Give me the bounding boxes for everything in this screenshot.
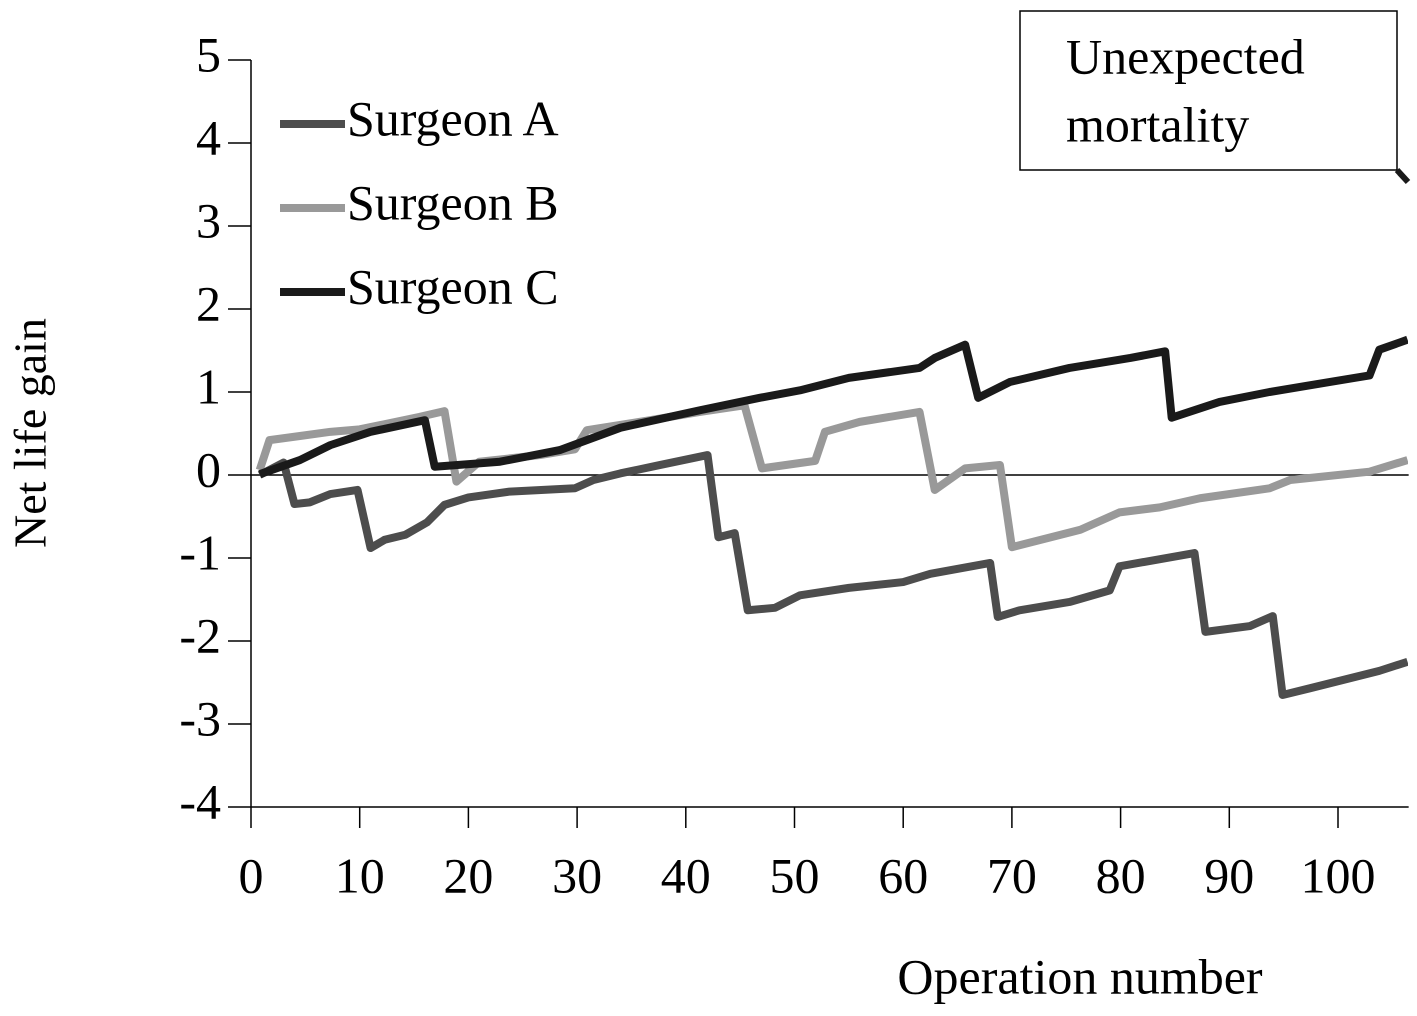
annotation-text: Unexpected	[1066, 28, 1305, 84]
legend-label: Surgeon A	[347, 90, 559, 146]
y-tick-label: 0	[196, 441, 221, 497]
y-tick-label: 4	[196, 109, 221, 165]
x-tick-label: 90	[1204, 847, 1254, 903]
legend-label: Surgeon B	[347, 174, 559, 230]
x-tick-label: 0	[239, 847, 264, 903]
y-tick-label: -2	[179, 607, 221, 663]
x-tick-label: 80	[1096, 847, 1146, 903]
y-tick-label: 3	[196, 192, 221, 248]
series-line	[257, 451, 1408, 699]
annotation-box	[1019, 10, 1398, 171]
series-line	[258, 335, 1408, 478]
y-tick-label: -3	[179, 690, 221, 746]
y-tick-label: -4	[179, 773, 221, 829]
annotation-text: mortality	[1066, 96, 1249, 152]
series-line	[255, 401, 1408, 552]
x-tick-label: 60	[878, 847, 928, 903]
x-tick-label: 10	[335, 847, 385, 903]
y-tick-label: 5	[196, 26, 221, 82]
x-tick-label: 30	[552, 847, 602, 903]
y-tick-label: 1	[196, 358, 221, 414]
x-tick-label: 20	[443, 847, 493, 903]
y-tick-label: 2	[196, 275, 221, 331]
y-tick-label: -1	[179, 524, 221, 580]
x-tick-label: 40	[661, 847, 711, 903]
x-tick-label: 100	[1301, 847, 1376, 903]
x-tick-label: 70	[987, 847, 1037, 903]
x-tick-label: 50	[770, 847, 820, 903]
annotation-pointer	[1394, 167, 1411, 185]
x-axis-label: Operation number	[897, 948, 1263, 1004]
y-axis-label: Net life gain	[5, 318, 56, 548]
legend-label: Surgeon C	[347, 258, 559, 314]
